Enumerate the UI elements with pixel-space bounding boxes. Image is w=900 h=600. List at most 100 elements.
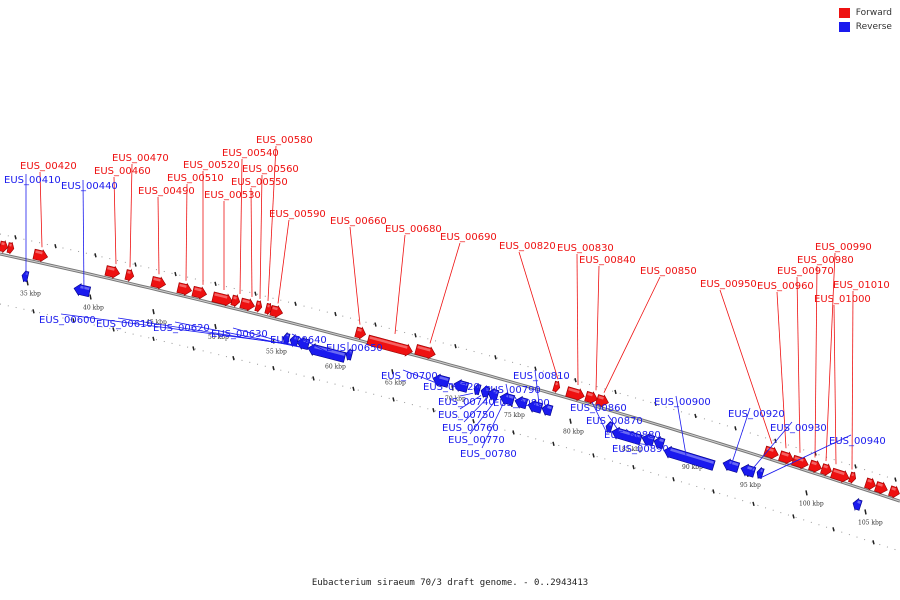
forward-gene-label: EUS_00590 <box>269 209 326 220</box>
forward-gene-arrow-shine <box>794 456 804 462</box>
track-tick <box>214 281 217 286</box>
reverse-gene-arrow <box>480 384 491 399</box>
reverse-gene-arrow-shine <box>294 336 298 340</box>
reverse-gene-arrow-shine <box>729 460 739 467</box>
scale-tick-label: 45 kbp <box>146 319 167 326</box>
forward-gene-arrow-shine <box>877 482 883 487</box>
scale-tick-mark <box>805 490 808 496</box>
forward-gene-arrow-shape <box>366 334 413 357</box>
reverse-gene-label: EUS_00810 <box>513 371 570 382</box>
forward-gene-arrow-shine <box>598 395 604 400</box>
forward-gene-arrow-shape <box>565 386 585 402</box>
reverse-gene-label: EUS_00940 <box>829 436 886 447</box>
scale-tick-label: 105 kbp <box>858 519 883 526</box>
reverse-gene-arrow-shine <box>485 387 489 391</box>
forward-gene-label: EUS_00690 <box>440 232 497 243</box>
reverse-gene-arrow-shine <box>80 285 90 291</box>
reverse-swatch <box>838 22 850 32</box>
caption: Eubacterium siraeum 70/3 draft genome. -… <box>311 578 589 588</box>
forward-gene-arrow <box>888 485 900 499</box>
forward-gene-arrow-shape <box>791 454 809 470</box>
forward-gene-arrow-shine <box>833 469 845 476</box>
forward-gene-arrow-shape <box>552 380 561 393</box>
forward-gene-arrow-shape <box>830 467 850 483</box>
scale-tick-mark <box>214 323 217 330</box>
forward-gene-arrow-shape <box>888 485 900 499</box>
reverse-label-leader <box>675 395 687 456</box>
forward-gene-label: EUS_01000 <box>814 294 871 305</box>
reverse-gene-arrow-shine <box>547 405 552 410</box>
reverse-gene-arrow <box>307 343 347 363</box>
forward-gene-arrow-shape <box>763 445 779 460</box>
reverse-gene-label: EUS_00920 <box>728 409 785 420</box>
legend-forward-label: Forward <box>855 8 892 18</box>
track-tick <box>352 386 355 391</box>
reverse-gene-label: EUS_00900 <box>654 397 711 408</box>
track-tick <box>374 322 377 327</box>
reverse-label-leader <box>747 421 793 475</box>
track-tick <box>192 346 195 351</box>
track-tick <box>734 426 737 431</box>
forward-gene-arrow-shine <box>555 382 558 386</box>
forward-gene-arrow-shine <box>214 293 228 299</box>
forward-gene-arrow-shape <box>150 276 167 290</box>
reverse-gene-arrow <box>541 402 554 417</box>
reverse-gene-arrow-shape <box>73 283 92 298</box>
forward-gene-arrow-shape <box>864 477 876 491</box>
forward-gene-label: EUS_00840 <box>579 255 636 266</box>
track-tick <box>792 514 795 519</box>
forward-gene-arrow-shine <box>823 464 828 469</box>
track-tick <box>32 309 35 314</box>
reverse-gene-label: EUS_00890 <box>612 444 669 455</box>
track-tick <box>694 413 697 419</box>
forward-gene-arrow-shine <box>766 447 774 452</box>
reverse-gene-label: EUS_00440 <box>61 181 118 192</box>
scale-tick-label: 40 kbp <box>83 305 104 312</box>
reverse-label-leader <box>759 434 852 479</box>
track-tick <box>414 333 417 338</box>
reverse-gene-arrow <box>641 433 656 447</box>
reverse-gene-arrow-shape <box>722 458 741 473</box>
reverse-label-leader <box>534 369 541 413</box>
forward-gene-arrow-shape <box>848 471 857 484</box>
forward-gene-arrow-shine <box>568 387 580 394</box>
forward-gene-arrow <box>830 467 850 483</box>
scale-tick-label: 60 kbp <box>325 364 346 371</box>
reverse-gene-label: EUS_00750 <box>438 410 495 421</box>
reverse-gene-arrow <box>605 421 614 433</box>
forward-gene-arrow <box>211 291 233 307</box>
forward-gene-arrow-shine <box>851 473 855 477</box>
forward-gene-arrow <box>32 248 49 263</box>
forward-swatch <box>838 8 850 18</box>
forward-gene-arrow-shape <box>595 394 609 408</box>
forward-gene-arrow-shape <box>264 302 273 315</box>
forward-gene-arrow <box>239 297 255 312</box>
forward-label-leader <box>349 226 361 325</box>
forward-label-leader <box>277 219 290 304</box>
reverse-gene-arrow-shape <box>514 395 529 410</box>
reverse-gene-arrow-shape <box>740 463 757 478</box>
scale-tick-label: 90 kbp <box>682 464 703 471</box>
forward-gene-arrow-shape <box>191 285 208 300</box>
forward-label-leader <box>185 183 188 281</box>
reverse-gene-arrow-shine <box>349 350 352 354</box>
reverse-gene-arrow-shine <box>618 429 641 439</box>
reverse-gene-arrow-shape <box>756 467 765 480</box>
reverse-gene-arrow-shine <box>493 390 498 394</box>
reverse-gene-arrow-shape <box>282 332 291 345</box>
forward-gene-arrow-shape <box>354 326 367 340</box>
forward-label-leader <box>595 265 600 391</box>
reverse-gene-arrow <box>73 283 92 298</box>
forward-label-leader <box>833 304 837 465</box>
reverse-gene-arrow <box>663 445 716 471</box>
forward-gene-arrow-shine <box>127 270 131 274</box>
reverse-gene-label: EUS_00880 <box>604 430 661 441</box>
scale-tick-label: 55 kbp <box>266 348 287 355</box>
forward-gene-arrow <box>150 276 167 290</box>
forward-gene-arrow-shine <box>781 452 789 457</box>
reverse-label-leader <box>633 442 655 446</box>
forward-track-guide <box>0 233 900 482</box>
forward-gene-arrow <box>230 294 241 308</box>
forward-gene-arrow-shine <box>233 296 237 300</box>
forward-gene-label: EUS_00830 <box>557 243 614 254</box>
